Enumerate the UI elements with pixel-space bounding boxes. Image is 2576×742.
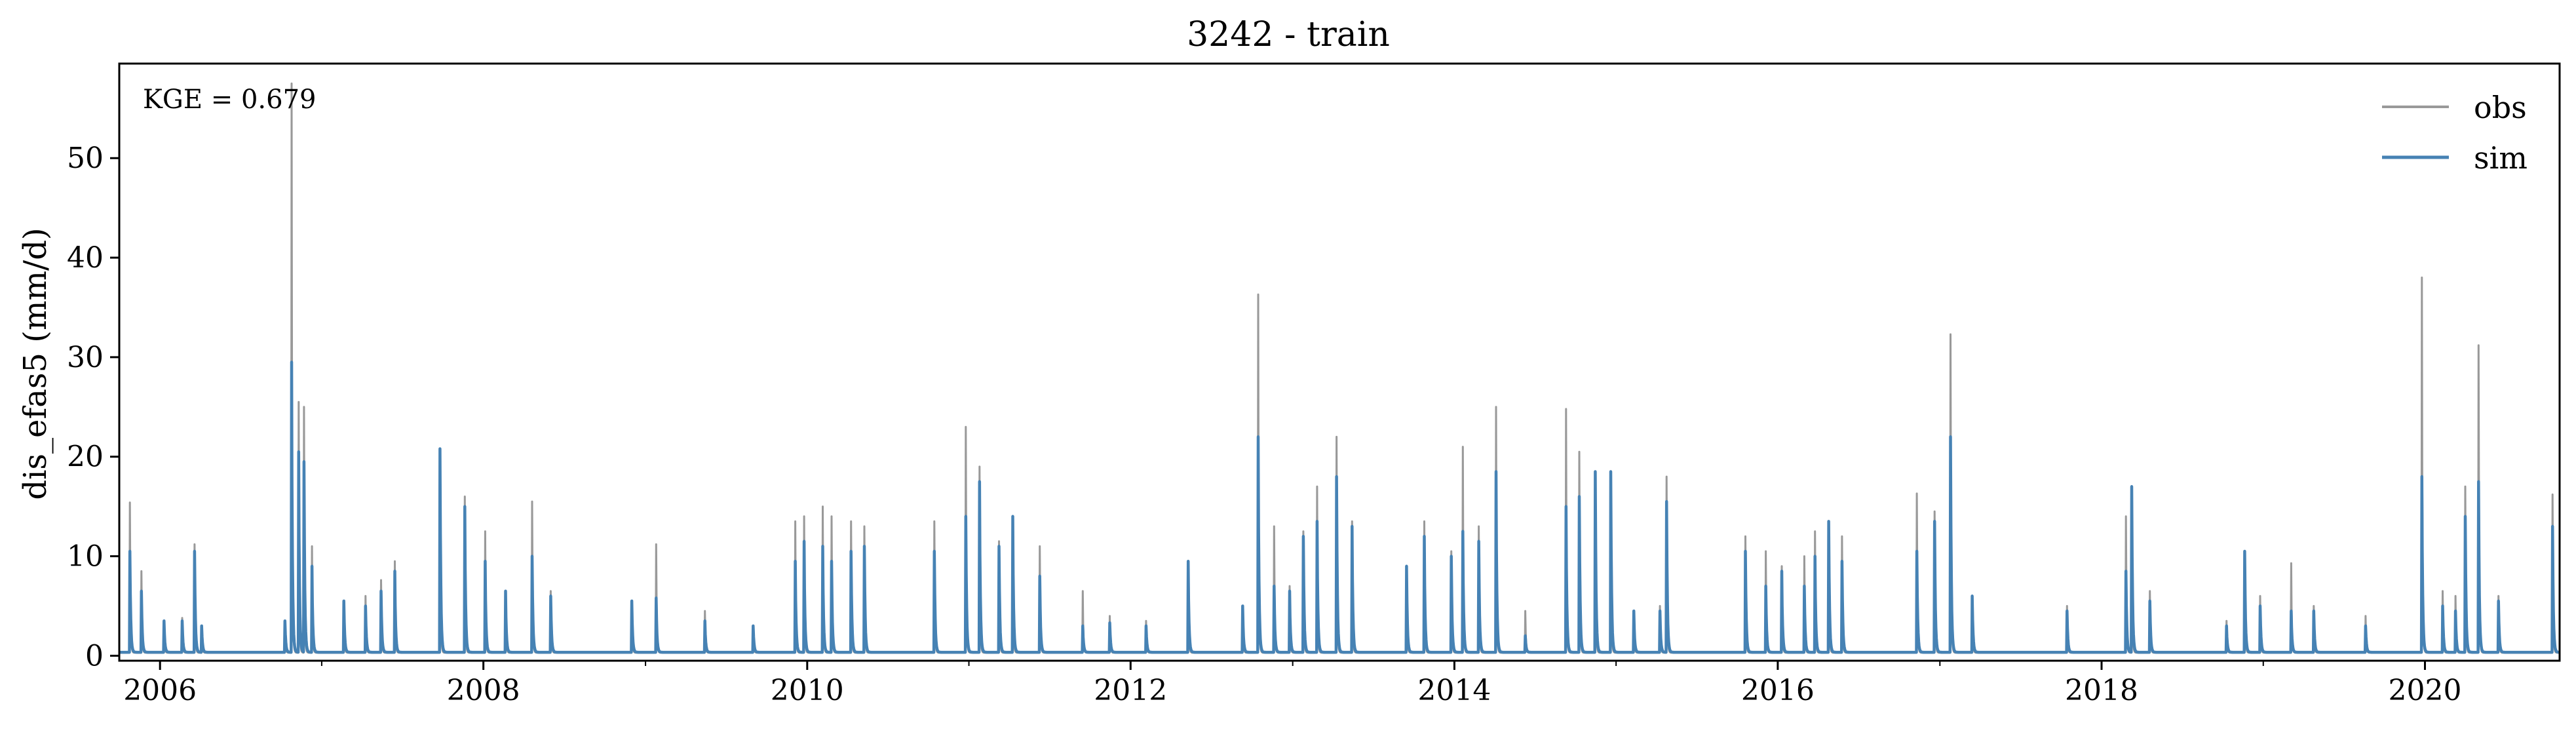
x-tick-label: 2010 [771, 674, 844, 707]
y-axis-ticks: 0 10 20 30 40 50 [67, 142, 119, 673]
x-tick-label: 2020 [2389, 674, 2462, 707]
x-tick-label: 2014 [1417, 674, 1491, 707]
x-tick-label: 2008 [447, 674, 520, 707]
kge-annotation: KGE = 0.679 [143, 85, 317, 115]
y-tick-label: 20 [67, 440, 104, 474]
legend: obs sim [2382, 90, 2528, 176]
x-tick-label: 2018 [2065, 674, 2138, 707]
x-tick-label: 2012 [1094, 674, 1167, 707]
y-axis-label: dis_efas5 (mm/d) [17, 227, 54, 499]
legend-obs-label: obs [2474, 90, 2527, 125]
y-tick-label: 10 [67, 540, 104, 574]
y-tick-label: 30 [67, 341, 104, 374]
y-tick-label: 40 [67, 241, 104, 275]
chart-title: 3242 - train [1187, 15, 1390, 54]
y-tick-label: 50 [67, 142, 104, 175]
x-tick-label: 2016 [1741, 674, 1815, 707]
legend-sim-label: sim [2474, 140, 2528, 176]
plot-frame [118, 62, 2561, 662]
y-tick-label: 0 [85, 639, 104, 673]
x-axis-ticks: 2006 2008 2010 2012 2014 2016 2018 2020 [123, 661, 2461, 707]
sim-series-line [119, 361, 2560, 654]
x-tick-label: 2006 [123, 674, 197, 707]
